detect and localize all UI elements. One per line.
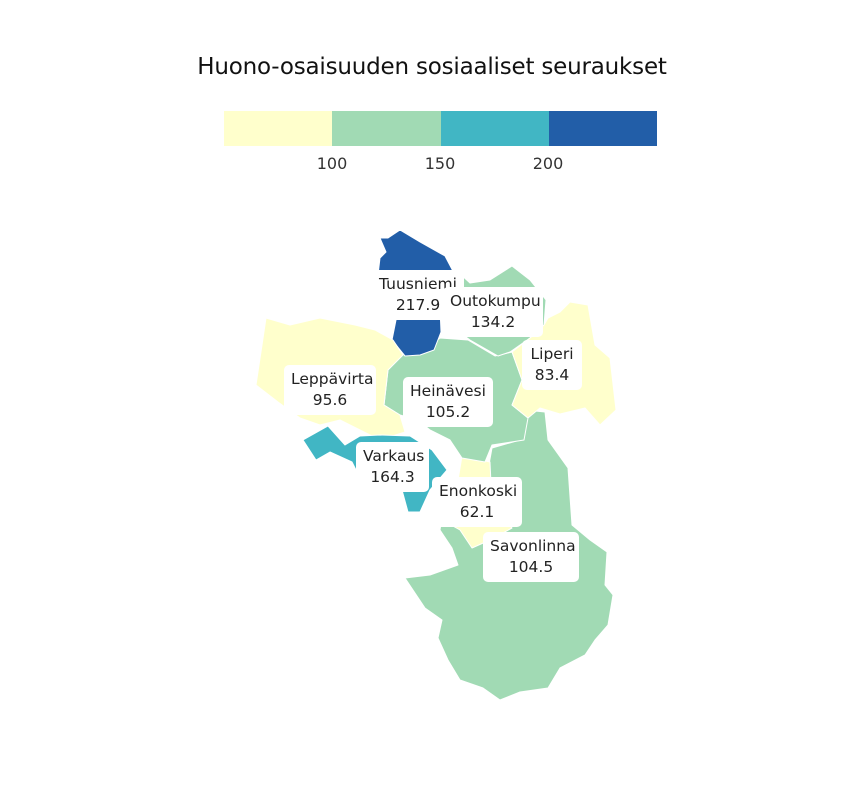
- legend-swatch-1: [224, 111, 333, 146]
- label-varkaus: Varkaus 164.3: [356, 442, 429, 492]
- label-liperi: Liperi 83.4: [522, 340, 582, 390]
- label-value: 164.3: [370, 468, 415, 486]
- label-name: Liperi: [530, 345, 574, 363]
- label-heinavesi: Heinävesi 105.2: [403, 377, 493, 427]
- label-name: Leppävirta: [291, 370, 374, 388]
- label-value: 134.2: [470, 313, 516, 331]
- label-outokumpu: Outokumpu 134.2: [443, 287, 543, 337]
- map-title: Huono-osaisuuden sosiaaliset seuraukset: [197, 54, 667, 80]
- label-value: 105.2: [425, 403, 471, 421]
- label-leppavirta: Leppävirta 95.6: [284, 365, 376, 415]
- label-value: 83.4: [534, 366, 570, 384]
- label-name: Heinävesi: [410, 382, 486, 400]
- label-name: Savonlinna: [490, 537, 576, 555]
- label-name: Tuusniemi: [379, 275, 457, 293]
- label-name: Enonkoski: [439, 482, 518, 500]
- legend-tick-200: 200: [532, 154, 564, 173]
- legend-swatch-2: [332, 111, 441, 146]
- legend-swatch-4: [548, 111, 657, 146]
- label-value: 104.5: [508, 558, 554, 576]
- color-legend: [224, 111, 657, 146]
- label-name: Varkaus: [363, 447, 425, 465]
- label-value: 95.6: [312, 391, 348, 409]
- label-value: 217.9: [395, 296, 441, 314]
- label-name: Outokumpu: [450, 292, 541, 310]
- label-savonlinna: Savonlinna 104.5: [483, 532, 579, 582]
- label-value: 62.1: [459, 503, 495, 521]
- legend-tick-100: 100: [316, 154, 348, 173]
- legend-swatch-3: [440, 111, 549, 146]
- legend-tick-150: 150: [424, 154, 456, 173]
- label-enonkoski: Enonkoski 62.1: [432, 477, 522, 527]
